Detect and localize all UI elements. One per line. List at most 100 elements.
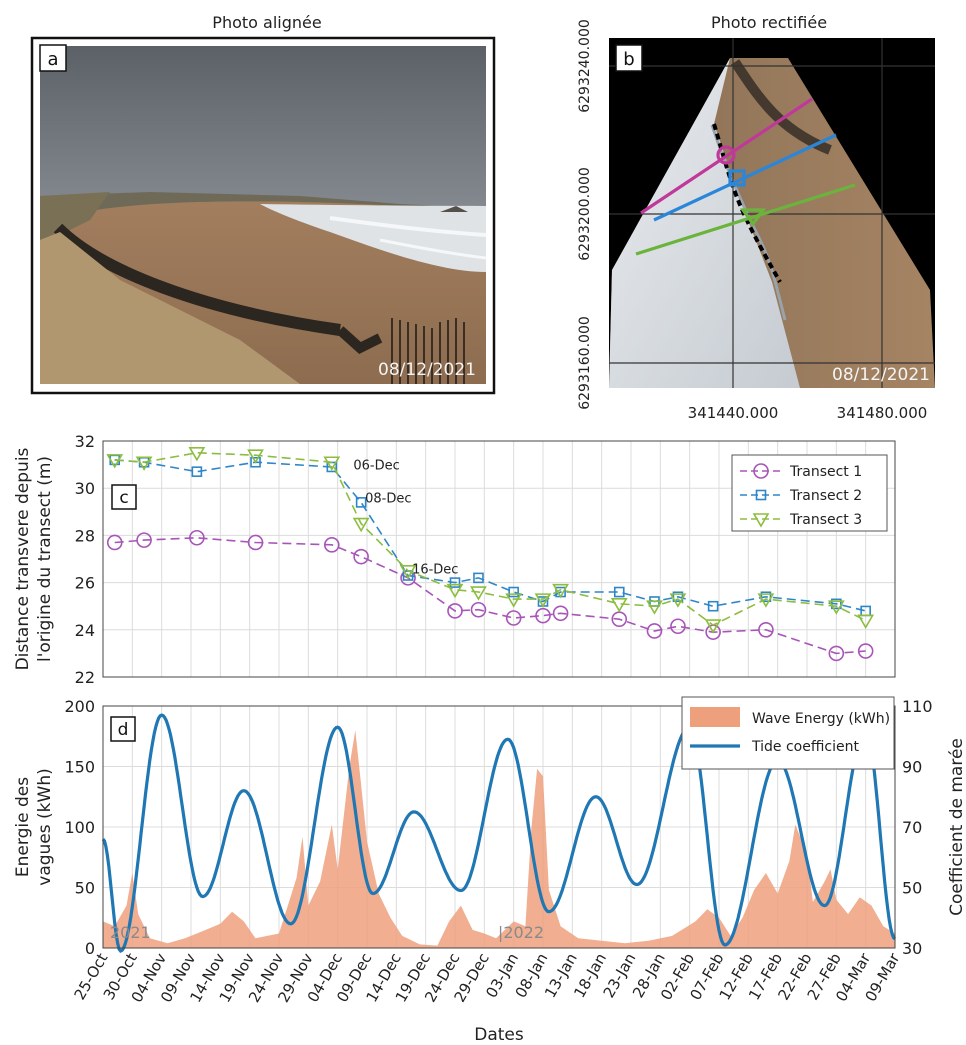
panel-c-series-3-point-2: [188, 447, 206, 462]
panel-c-series-2-point-16: [760, 591, 772, 603]
panel-c-series-3-line: [114, 451, 867, 627]
panel-c-series-1-point-3: [247, 534, 264, 551]
panel-c-y-tick-3: 28: [75, 526, 95, 545]
panel-c-annotation-2: 16-Dec: [412, 562, 458, 577]
panel-c-series-1-point-0: [106, 534, 123, 551]
panel-c-ylabel-line-1: Distance transvere depuis: [13, 447, 33, 670]
panel-b-date-stamp: 08/12/2021: [832, 365, 930, 385]
panel-d-legend-label-tide: Tide coefficient: [751, 739, 859, 755]
panel-c-legend-marker-1: [753, 463, 769, 479]
panel-b-x-tick-1: 341440.000: [688, 404, 779, 422]
panel-d-y-tick-left-3: 150: [64, 758, 95, 777]
panel-b-y-tick-1: 6293240.000: [577, 19, 593, 113]
aligned-photo: [40, 46, 487, 384]
panel-c-series-1-point-5: [353, 548, 369, 565]
panel-c-series-2-point-17: [831, 598, 842, 610]
panel-d-year-label-0: 2021: [110, 923, 151, 942]
panel-d: 0 50 100 150 200 30 50 70 90 110 25-Oct30-Oct04-…: [13, 696, 966, 1045]
panel-c-series-2-point-12: [613, 586, 625, 598]
panel-c-annotation-0: 06-Dec: [353, 459, 399, 474]
panel-c-series-3: [106, 447, 875, 634]
panel-b-title: Photo rectifiée: [711, 13, 827, 32]
panel-c-series-1-point-2: [189, 529, 205, 546]
panel-c-annotation-1: 08-Dec: [365, 492, 411, 507]
panel-c-series-1-point-4: [323, 537, 340, 553]
panel-d-year-labels: 2021 |2022: [110, 923, 544, 942]
transect-1-marker: [716, 145, 736, 165]
panel-c-series-3-point-17: [827, 600, 845, 615]
panel-d-y-tick-right-0: 30: [902, 939, 922, 958]
panel-c-series-1-line: [114, 536, 866, 655]
panel-c-series-3-point-16: [757, 593, 775, 608]
panel-c-legend-label-3: Transect 3: [789, 512, 862, 528]
panel-a-letter: a: [47, 49, 58, 70]
panel-d-legend-swatch-wave: [690, 707, 740, 727]
panel-d-letter-box: [110, 716, 136, 742]
panel-c-series-1-point-7: [447, 603, 463, 619]
panel-c-series-1-point-14: [670, 618, 686, 635]
panel-b: Photo rectifiée b 08/12/2021 6293240.0: [577, 13, 935, 422]
panel-d-y-tick-left-4: 200: [64, 697, 95, 716]
panel-c-y-tick-0: 22: [75, 668, 95, 687]
panel-a: Photo alignée a 08/12/2021: [30, 13, 496, 395]
panel-c-series-3-point-4: [323, 456, 341, 471]
panel-c-series-2-point-2: [191, 466, 203, 477]
panel-c-series-1-point-9: [505, 610, 522, 626]
panel-d-year-label-1: |2022: [498, 923, 544, 942]
panel-d-legend-label-wave: Wave Energy (kWh): [752, 711, 890, 727]
panel-c-series-3-point-13: [646, 600, 663, 615]
panel-c-series-3-point-7: [446, 583, 464, 599]
rectified-photo: [609, 58, 935, 388]
panel-c-y-tick-5: 32: [75, 432, 95, 451]
transect-1-line: [640, 97, 813, 215]
panel-c-series-3-point-15: [704, 619, 722, 634]
panel-c-series-3-point-0: [106, 454, 124, 469]
wave-energy-area: [103, 730, 895, 948]
panel-d-y-tick-right-3: 90: [902, 758, 922, 777]
panel-d-letter: d: [118, 720, 129, 740]
panel-c-axes-box: [102, 440, 896, 678]
panel-c-series-2-point-14: [672, 591, 684, 603]
tide-coefficient-line: [101, 713, 897, 953]
panel-c-series-1-point-13: [646, 623, 663, 639]
panel-c-series-2-point-7: [449, 577, 461, 588]
panel-c-y-tick-4: 30: [75, 479, 95, 498]
panel-c-series-1-point-18: [857, 643, 874, 659]
panel-c-series-3-point-9: [505, 593, 523, 608]
panel-d-ylabel-line-1: Energie des: [13, 777, 33, 877]
transect-3-line: [635, 183, 856, 256]
panel-c-legend-marker-2: [755, 489, 767, 501]
panel-c-series-3-point-8: [470, 586, 487, 601]
panel-c-series-3-point-6: [399, 565, 417, 580]
panel-d-y-ticks-left: 0 50 100 150 200: [64, 697, 95, 958]
panel-c-ylabel-line-2: l'origine du transect (m): [35, 456, 55, 662]
panel-d-y-tick-left-2: 100: [64, 818, 95, 837]
panel-b-y-tick-3: 6293160.000: [577, 316, 593, 410]
panel-c-legend-marker-3: [752, 513, 770, 528]
panel-c-series-1-point-17: [828, 645, 845, 662]
panel-c-series-2-point-5: [355, 497, 367, 508]
panel-c-series-2-point-15: [707, 600, 719, 612]
panel-c-series-3-point-11: [552, 583, 569, 599]
panel-c-series-3-point-5: [352, 517, 370, 533]
panel-c-series-1-point-1: [136, 532, 152, 548]
panel-c-series-3-point-10: [534, 593, 552, 608]
panel-b-letter: b: [623, 49, 634, 70]
panel-c-legend: Transect 1 Transect 2 Transect 3: [731, 454, 888, 532]
panel-c-series-3-point-12: [610, 598, 628, 613]
panel-d-y-tick-right-4: 110: [902, 697, 933, 716]
panel-c-series-1-point-16: [758, 621, 774, 638]
transect-lines: [635, 97, 856, 256]
panel-c-series-1-point-8: [470, 601, 487, 618]
panel-c-letter-box: [111, 484, 137, 510]
panel-c-letter: c: [119, 488, 128, 508]
panel-c-series-3-point-18: [857, 614, 875, 629]
panel-d-ylabel-line-2: vagues (kWh): [35, 768, 55, 885]
panel-b-x-tick-2: 341480.000: [837, 404, 928, 422]
panel-d-x-ticks: 25-Oct30-Oct04-Nov09-Nov14-Nov19-Nov24-N…: [70, 949, 903, 1005]
panel-b-y-tick-2: 6293200.000: [577, 167, 593, 261]
panel-c-y-tick-1: 24: [75, 621, 95, 640]
panel-c-y-tick-2: 26: [75, 574, 95, 593]
panel-c-series-3-point-3: [247, 449, 264, 464]
